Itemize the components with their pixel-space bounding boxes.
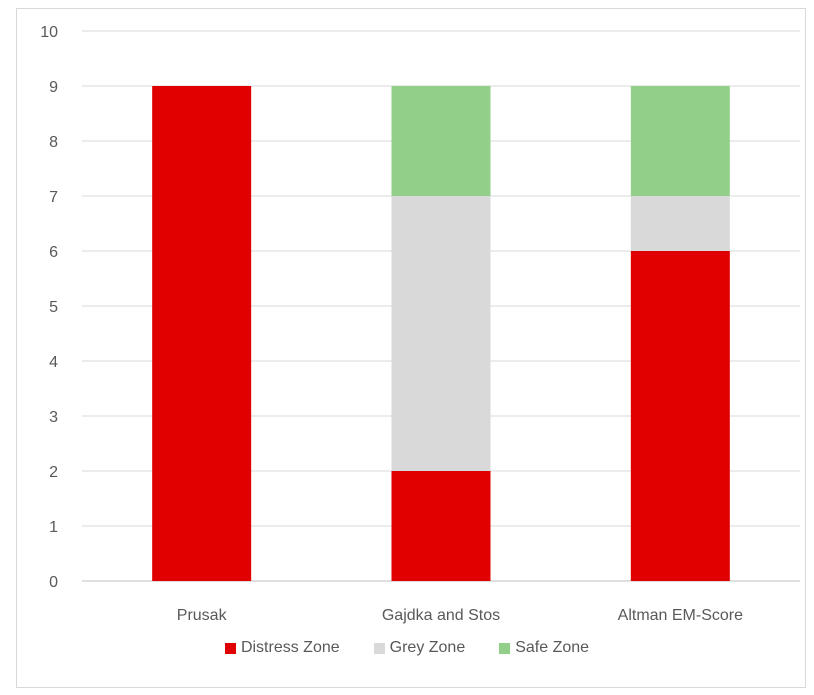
y-tick-label: 3 (49, 409, 58, 426)
legend: Distress Zone Grey Zone Safe Zone (0, 636, 814, 660)
legend-label: Distress Zone (240, 639, 340, 656)
y-tick-label: 7 (49, 189, 58, 206)
axes: 0 1 2 3 4 5 6 7 8 9 10 Prusak Gajdka and Stos Altman … (40, 24, 743, 624)
y-tick-label: 6 (49, 244, 58, 261)
bar-segment-distress-zone (630, 251, 730, 581)
legend-swatch (373, 642, 385, 654)
y-tick-label: 0 (49, 574, 58, 591)
legend-swatch (499, 642, 511, 654)
y-tick-label: 10 (40, 24, 58, 41)
x-category-label: Altman EM-Score (618, 607, 743, 624)
bar-segment-grey-zone (630, 196, 730, 251)
y-tick-label: 4 (49, 354, 58, 371)
bar-segment-safe-zone (391, 86, 491, 196)
bar-segment-distress-zone (391, 471, 491, 581)
legend-swatch (224, 642, 236, 654)
y-tick-label: 8 (49, 134, 58, 151)
legend-item: Grey Zone (373, 639, 466, 657)
y-tick-label: 2 (49, 464, 58, 481)
bars (152, 86, 730, 581)
bar-segment-grey-zone (391, 196, 491, 471)
legend-label: Safe Zone (515, 639, 590, 656)
y-tick-label: 1 (49, 519, 58, 536)
y-tick-label: 5 (49, 299, 58, 316)
x-category-label: Prusak (177, 607, 228, 624)
legend-item: Safe Zone (499, 639, 589, 657)
x-category-label: Gajdka and Stos (382, 607, 500, 624)
legend-item: Distress Zone (224, 639, 340, 657)
bar-segment-distress-zone (152, 86, 252, 581)
y-tick-label: 9 (49, 79, 58, 96)
legend-label: Grey Zone (389, 639, 466, 656)
bar-segment-safe-zone (630, 86, 730, 196)
